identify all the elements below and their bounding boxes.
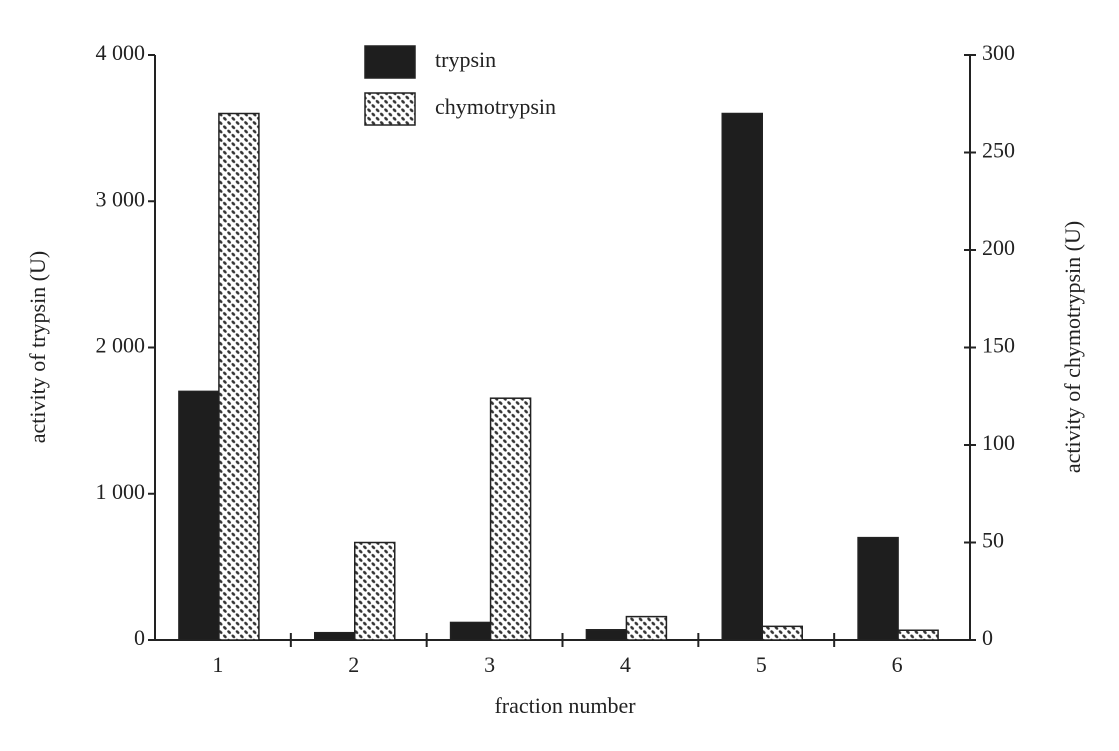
y2-tick-label: 250 <box>982 138 1015 163</box>
y2-tick-label: 300 <box>982 40 1015 65</box>
y-tick-label: 4 000 <box>96 40 146 65</box>
legend-label: chymotrypsin <box>435 94 556 119</box>
y2-tick-label: 200 <box>982 235 1015 260</box>
y2-tick-label: 50 <box>982 528 1004 553</box>
bar <box>897 629 939 641</box>
x-tick-label: 3 <box>484 652 495 677</box>
bar <box>721 112 763 641</box>
y-tick-label: 0 <box>134 625 145 650</box>
x-axis-label: fraction number <box>494 693 636 718</box>
bar <box>585 629 628 641</box>
bar <box>314 631 356 641</box>
bar <box>761 625 803 641</box>
y-axis-label: activity of trypsin (U) <box>25 251 50 443</box>
x-tick-label: 4 <box>620 652 631 677</box>
y-tick-label: 2 000 <box>96 333 146 358</box>
bar <box>449 621 492 641</box>
y2-tick-label: 150 <box>982 333 1015 358</box>
bar <box>489 397 532 641</box>
bar <box>625 615 668 641</box>
y2-axis-label: activity of chymotrypsin (U) <box>1060 221 1085 473</box>
y-tick-label: 1 000 <box>96 479 146 504</box>
bar <box>218 112 260 641</box>
y-tick-label: 3 000 <box>96 186 146 211</box>
x-tick-label: 6 <box>892 652 903 677</box>
legend-swatch <box>364 45 416 79</box>
y2-tick-label: 100 <box>982 430 1015 455</box>
bar <box>178 390 220 641</box>
x-tick-label: 5 <box>756 652 767 677</box>
bar <box>354 541 396 641</box>
bar <box>857 536 899 641</box>
y2-tick-label: 0 <box>982 625 993 650</box>
legend-swatch <box>364 92 416 126</box>
legend-label: trypsin <box>435 47 496 72</box>
x-tick-label: 2 <box>348 652 359 677</box>
x-tick-label: 1 <box>212 652 223 677</box>
